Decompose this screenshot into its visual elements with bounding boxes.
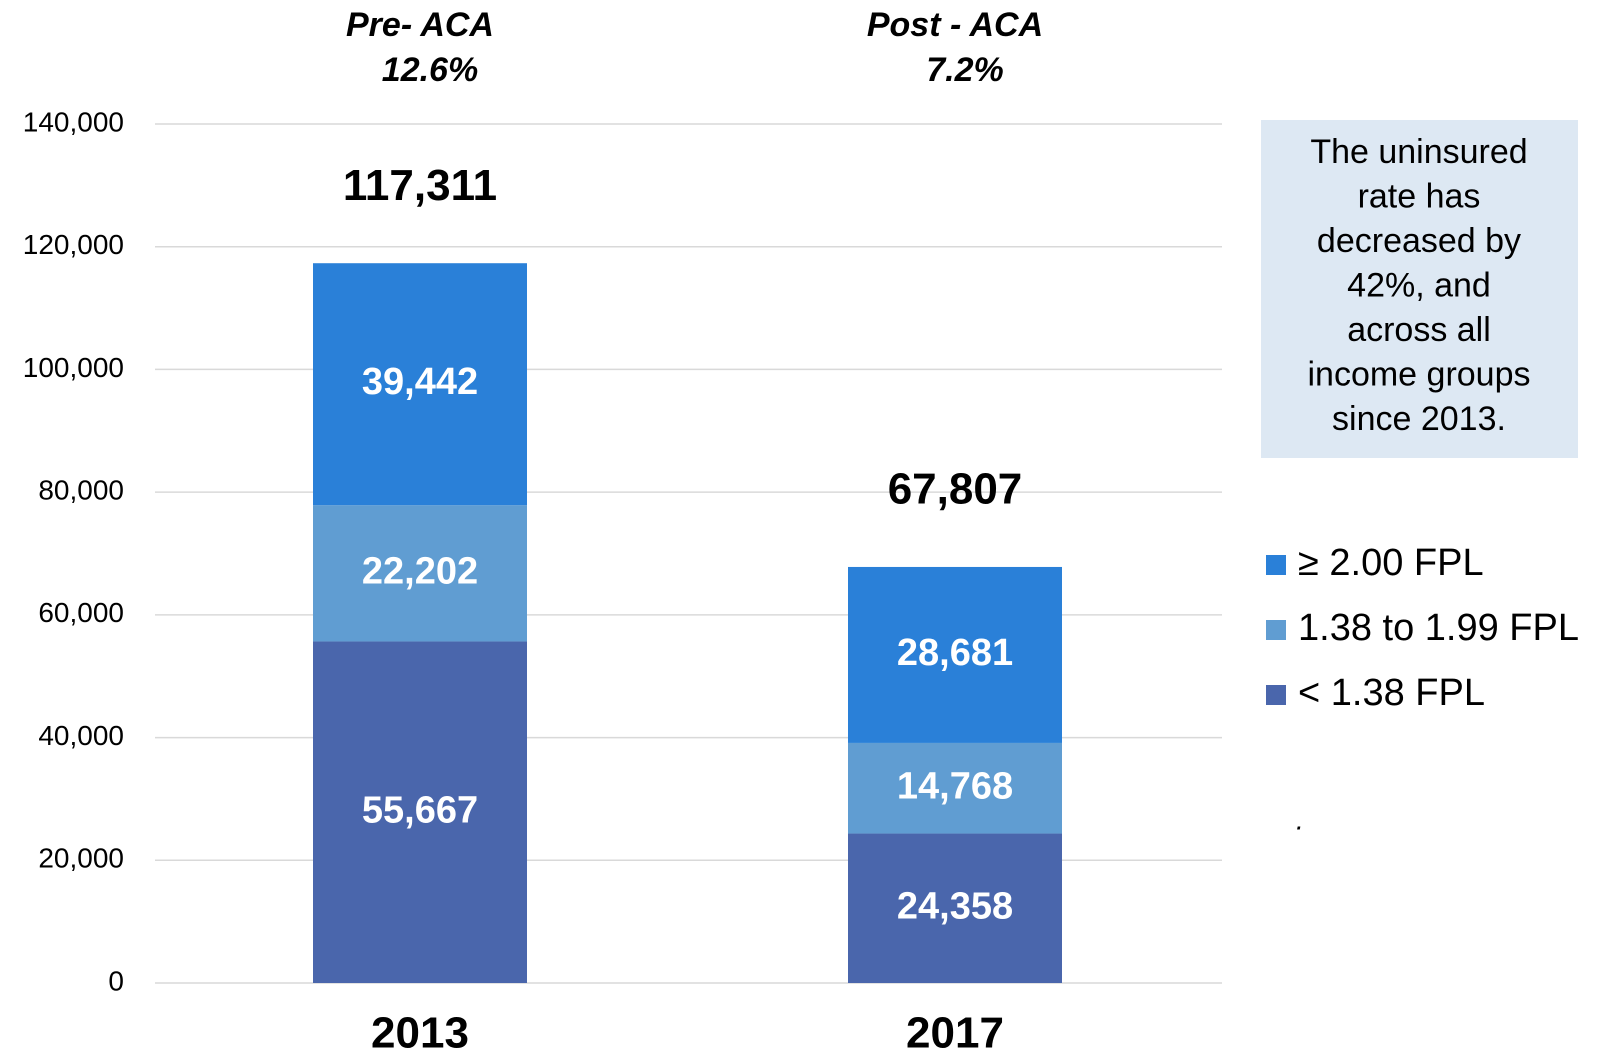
note-text: The uninsured: [1310, 133, 1527, 171]
y-tick-label: 60,000: [38, 597, 124, 628]
bar-segment: [313, 505, 527, 642]
y-tick-label: 100,000: [23, 352, 124, 383]
y-tick-label: 80,000: [38, 475, 124, 506]
bar-segment: [848, 833, 1062, 983]
value-label: 14,768: [897, 765, 1013, 807]
value-label: 55,667: [362, 789, 478, 831]
y-tick-label: 140,000: [23, 106, 124, 137]
value-label: 39,442: [362, 361, 478, 403]
note-text: rate has: [1358, 177, 1481, 215]
y-tick-label: 120,000: [23, 229, 124, 260]
bar-segment: [848, 742, 1062, 834]
x-tick-label: 2013: [371, 1009, 469, 1055]
legend-label: < 1.38 FPL: [1298, 672, 1485, 714]
value-label: 22,202: [362, 550, 478, 592]
y-tick-label: 0: [108, 965, 124, 996]
legend-label: 1.38 to 1.99 FPL: [1298, 607, 1579, 649]
value-label: 24,358: [897, 885, 1013, 927]
legend-swatch: [1266, 620, 1286, 640]
bar-segment: [313, 263, 527, 506]
legend-swatch: [1266, 555, 1286, 575]
footnote: .: [1296, 804, 1304, 835]
column-rate: 7.2%: [926, 51, 1004, 89]
y-tick-label: 20,000: [38, 843, 124, 874]
column-header: Pre- ACA: [346, 6, 494, 44]
total-label: 67,807: [888, 465, 1023, 514]
note-text: since 2013.: [1332, 400, 1506, 438]
bar-segment: [313, 641, 527, 983]
column-header: Post - ACA: [867, 6, 1043, 44]
legend-swatch: [1266, 685, 1286, 705]
value-label: 28,681: [897, 632, 1013, 674]
note-text: 42%, and: [1347, 266, 1491, 304]
note-text: across all: [1347, 311, 1491, 349]
legend-label: ≥ 2.00 FPL: [1298, 542, 1484, 584]
total-label: 117,311: [343, 161, 497, 210]
x-tick-label: 2017: [906, 1009, 1004, 1055]
note-text: decreased by: [1317, 222, 1521, 260]
y-tick-label: 40,000: [38, 720, 124, 751]
note-text: income groups: [1307, 355, 1530, 393]
bar-segment: [848, 566, 1062, 743]
note-box: [1261, 120, 1578, 458]
column-rate: 12.6%: [382, 51, 478, 89]
